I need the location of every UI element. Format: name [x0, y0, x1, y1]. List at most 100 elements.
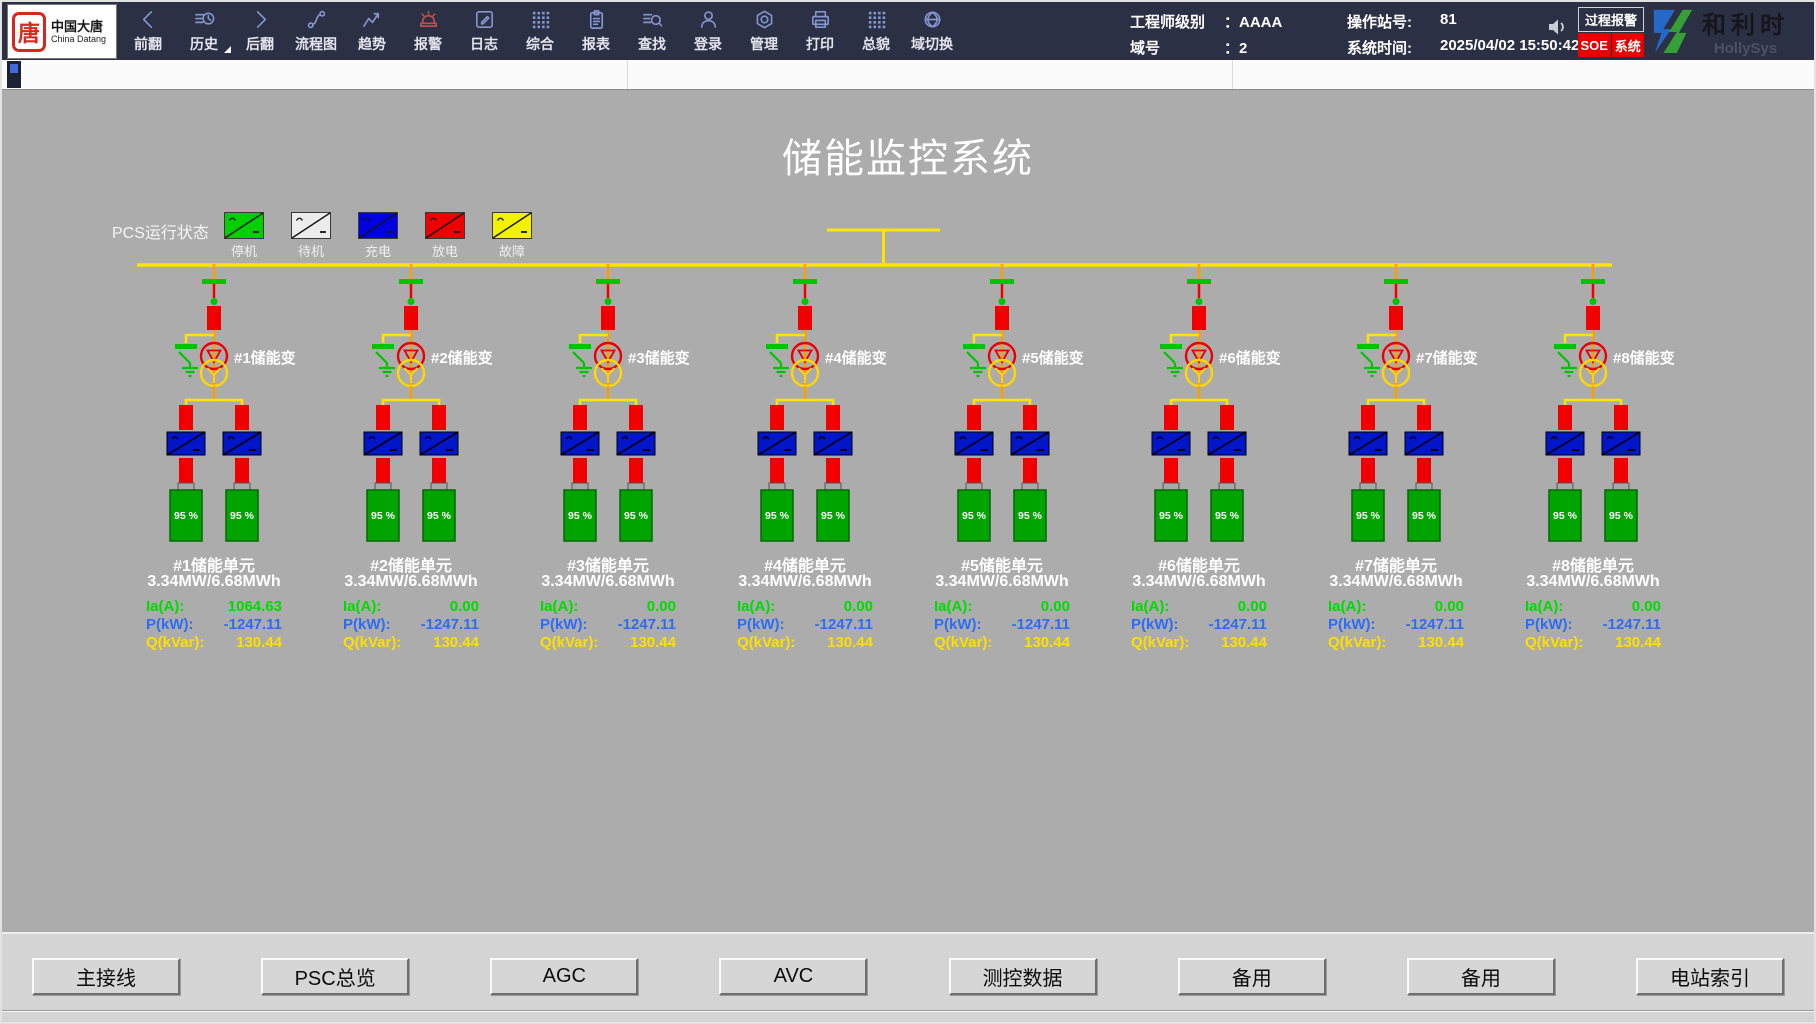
breaker-icon[interactable] — [179, 458, 193, 483]
footer-button-7[interactable]: 备用 — [1406, 958, 1555, 995]
battery-icon[interactable] — [1407, 489, 1441, 542]
battery-icon[interactable] — [1210, 489, 1244, 542]
breaker-icon[interactable] — [826, 458, 840, 483]
menu-item-gear-11[interactable]: 管理 — [736, 2, 792, 60]
pcs-inverter-icon[interactable] — [954, 431, 994, 456]
pcs-inverter-icon[interactable] — [1404, 431, 1444, 456]
pcs-inverter-icon[interactable] — [222, 431, 262, 456]
breaker-icon[interactable] — [629, 405, 643, 430]
breaker-icon[interactable] — [1164, 458, 1178, 483]
battery-icon[interactable] — [563, 489, 597, 542]
menu-item-history-1[interactable]: 历史 — [176, 2, 232, 60]
battery-icon[interactable] — [1013, 489, 1047, 542]
menu-item-grid-7[interactable]: 综合 — [512, 2, 568, 60]
footer-button-3[interactable]: AGC — [490, 958, 639, 995]
disconnector-icon[interactable] — [1187, 279, 1211, 284]
disconnector-icon[interactable] — [1384, 279, 1408, 284]
breaker-icon[interactable] — [1220, 458, 1234, 483]
menu-item-trend-4[interactable]: 趋势 — [344, 2, 400, 60]
earthing-switch-icon[interactable] — [966, 351, 979, 364]
pcs-inverter-icon[interactable] — [1151, 431, 1191, 456]
pcs-inverter-icon[interactable] — [616, 431, 656, 456]
breaker-icon[interactable] — [1417, 405, 1431, 430]
breaker-icon[interactable] — [207, 306, 221, 330]
breaker-icon[interactable] — [1361, 458, 1375, 483]
menu-item-globe-14[interactable]: 域切换 — [904, 2, 960, 60]
disconnector-icon[interactable] — [596, 279, 620, 284]
footer-button-2[interactable]: PSC总览 — [261, 958, 410, 995]
menu-item-grid-13[interactable]: 总貌 — [848, 2, 904, 60]
breaker-icon[interactable] — [1417, 458, 1431, 483]
breaker-icon[interactable] — [1023, 405, 1037, 430]
breaker-icon[interactable] — [826, 405, 840, 430]
process-alarm-button[interactable]: 过程报警 — [1578, 7, 1644, 32]
alarm-message-strip[interactable] — [2, 60, 1814, 90]
footer-button-1[interactable]: 主接线 — [32, 958, 180, 995]
battery-icon[interactable] — [1351, 489, 1385, 542]
menu-item-report-8[interactable]: 报表 — [568, 2, 624, 60]
menu-item-chevron-right-2[interactable]: 后翻 — [232, 2, 288, 60]
earthing-switch-icon[interactable] — [572, 351, 585, 364]
menu-item-printer-12[interactable]: 打印 — [792, 2, 848, 60]
battery-icon[interactable] — [816, 489, 850, 542]
footer-button-5[interactable]: 测控数据 — [948, 958, 1097, 995]
battery-icon[interactable] — [422, 489, 456, 542]
battery-icon[interactable] — [1154, 489, 1188, 542]
pcs-inverter-icon[interactable] — [1601, 431, 1641, 456]
breaker-icon[interactable] — [1361, 405, 1375, 430]
battery-icon[interactable] — [619, 489, 653, 542]
breaker-icon[interactable] — [376, 405, 390, 430]
battery-icon[interactable] — [169, 489, 203, 542]
breaker-icon[interactable] — [376, 458, 390, 483]
earthing-switch-icon[interactable] — [769, 351, 782, 364]
soe-button[interactable]: SOE — [1578, 33, 1611, 57]
pcs-inverter-icon[interactable] — [419, 431, 459, 456]
footer-button-8[interactable]: 电站索引 — [1635, 958, 1784, 995]
battery-icon[interactable] — [1604, 489, 1638, 542]
battery-icon[interactable] — [366, 489, 400, 542]
breaker-icon[interactable] — [1614, 458, 1628, 483]
disconnector-icon[interactable] — [793, 279, 817, 284]
breaker-icon[interactable] — [1220, 405, 1234, 430]
menu-item-alarm-5[interactable]: 报警 — [400, 2, 456, 60]
breaker-icon[interactable] — [967, 458, 981, 483]
breaker-icon[interactable] — [1614, 405, 1628, 430]
soe-system-button[interactable]: 系统 — [1611, 33, 1644, 57]
battery-icon[interactable] — [760, 489, 794, 542]
menu-item-edit-6[interactable]: 日志 — [456, 2, 512, 60]
breaker-icon[interactable] — [179, 405, 193, 430]
battery-icon[interactable] — [1548, 489, 1582, 542]
breaker-icon[interactable] — [770, 458, 784, 483]
breaker-icon[interactable] — [432, 405, 446, 430]
dropdown-corner-icon[interactable] — [224, 46, 231, 53]
pcs-inverter-icon[interactable] — [1348, 431, 1388, 456]
pcs-inverter-icon[interactable] — [757, 431, 797, 456]
breaker-icon[interactable] — [967, 405, 981, 430]
breaker-icon[interactable] — [235, 458, 249, 483]
battery-icon[interactable] — [957, 489, 991, 542]
disconnector-icon[interactable] — [1581, 279, 1605, 284]
pcs-inverter-icon[interactable] — [1010, 431, 1050, 456]
breaker-icon[interactable] — [1558, 405, 1572, 430]
pcs-inverter-icon[interactable] — [813, 431, 853, 456]
menu-item-chevron-left-0[interactable]: 前翻 — [120, 2, 176, 60]
footer-button-4[interactable]: AVC — [719, 958, 868, 995]
disconnector-icon[interactable] — [990, 279, 1014, 284]
breaker-icon[interactable] — [1164, 405, 1178, 430]
breaker-icon[interactable] — [235, 405, 249, 430]
breaker-icon[interactable] — [1558, 458, 1572, 483]
breaker-icon[interactable] — [432, 458, 446, 483]
transformer-icon[interactable] — [790, 341, 820, 388]
pcs-inverter-icon[interactable] — [1207, 431, 1247, 456]
menu-item-user-10[interactable]: 登录 — [680, 2, 736, 60]
earthing-switch-icon[interactable] — [375, 351, 388, 364]
earthing-switch-icon[interactable] — [1557, 351, 1570, 364]
breaker-icon[interactable] — [573, 405, 587, 430]
battery-icon[interactable] — [225, 489, 259, 542]
alarm-strip-scroll-handle[interactable] — [7, 61, 21, 88]
pcs-inverter-icon[interactable] — [560, 431, 600, 456]
earthing-switch-icon[interactable] — [1163, 351, 1176, 364]
pcs-inverter-icon[interactable] — [166, 431, 206, 456]
earthing-switch-icon[interactable] — [1360, 351, 1373, 364]
breaker-icon[interactable] — [995, 306, 1009, 330]
